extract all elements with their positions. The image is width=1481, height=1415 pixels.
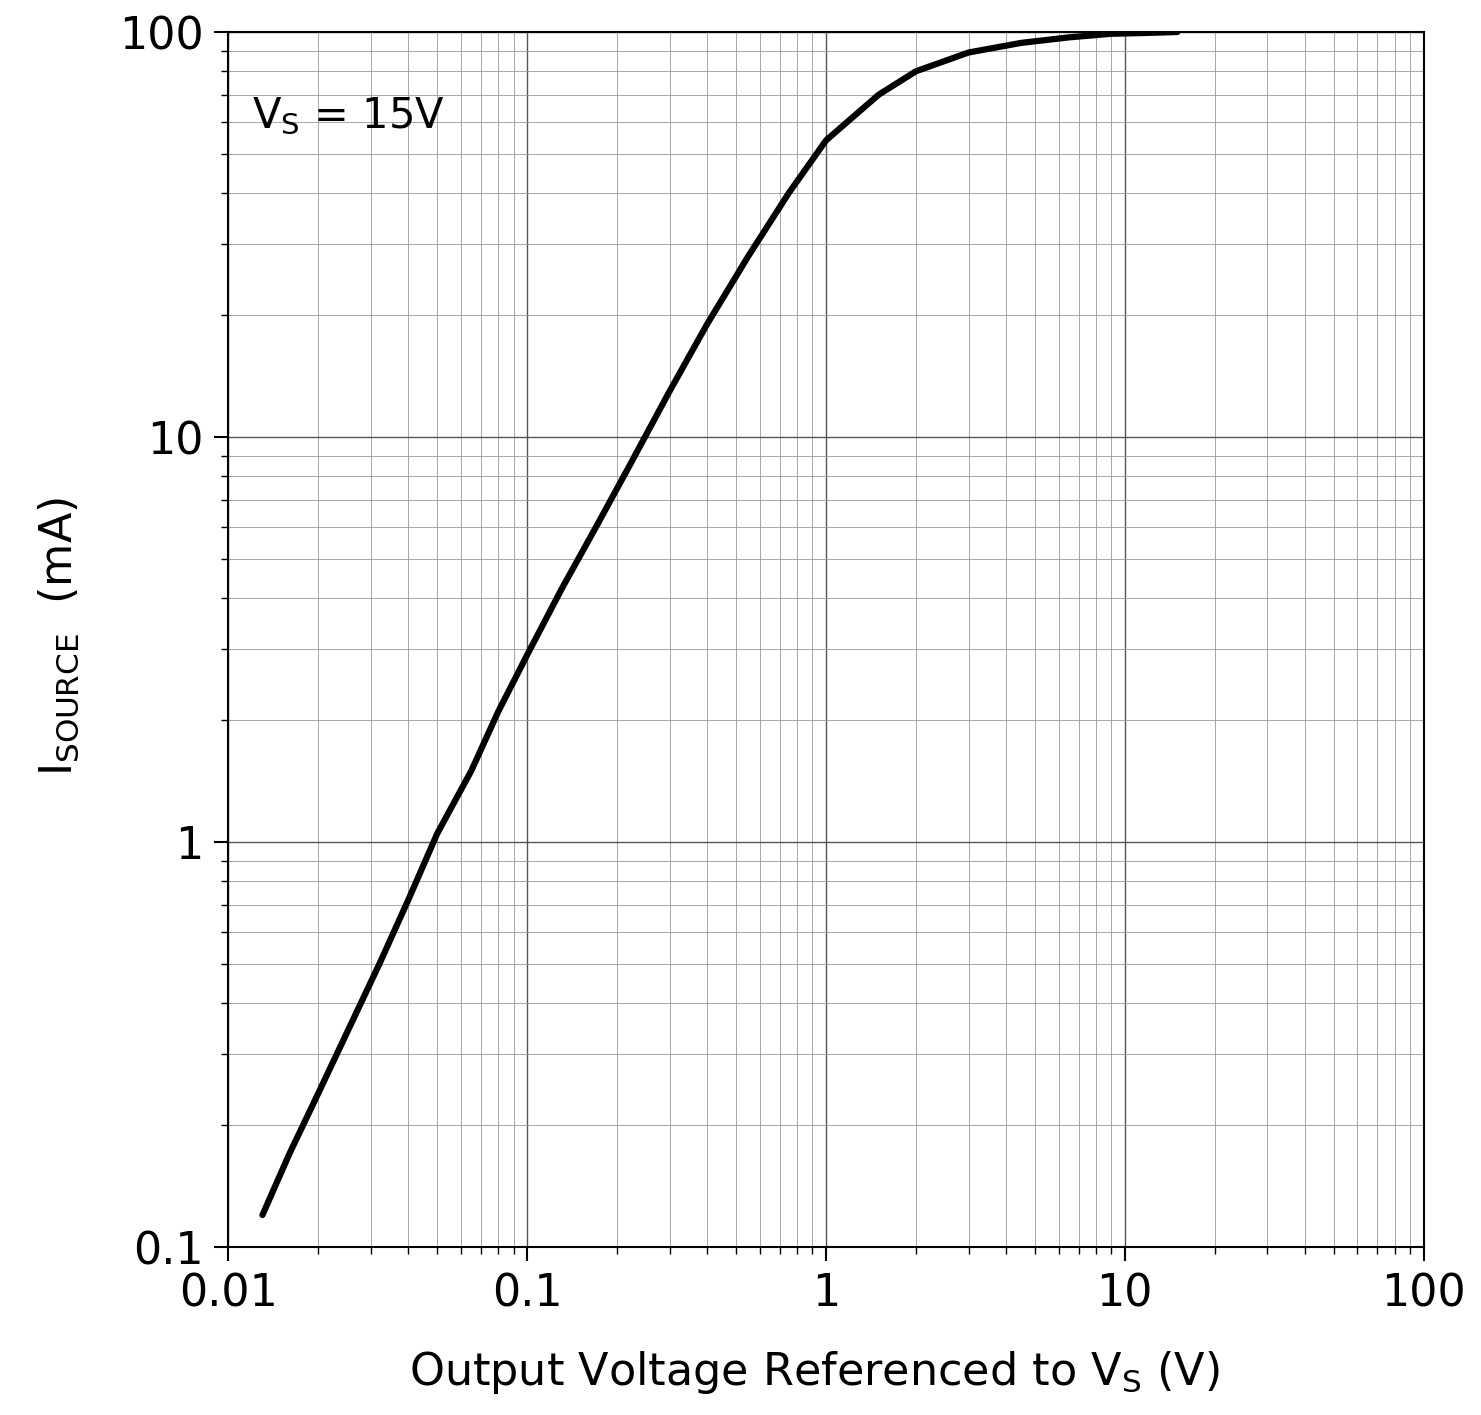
- Text: V$_{\mathregular{S}}$ = 15V: V$_{\mathregular{S}}$ = 15V: [252, 95, 444, 137]
- Text: Output Voltage Referenced to V$_{\mathregular{S}}$ (V): Output Voltage Referenced to V$_{\mathre…: [409, 1348, 1220, 1397]
- Text: I$_{\mathregular{SOURCE}}$  (mA): I$_{\mathregular{SOURCE}}$ (mA): [37, 497, 81, 777]
